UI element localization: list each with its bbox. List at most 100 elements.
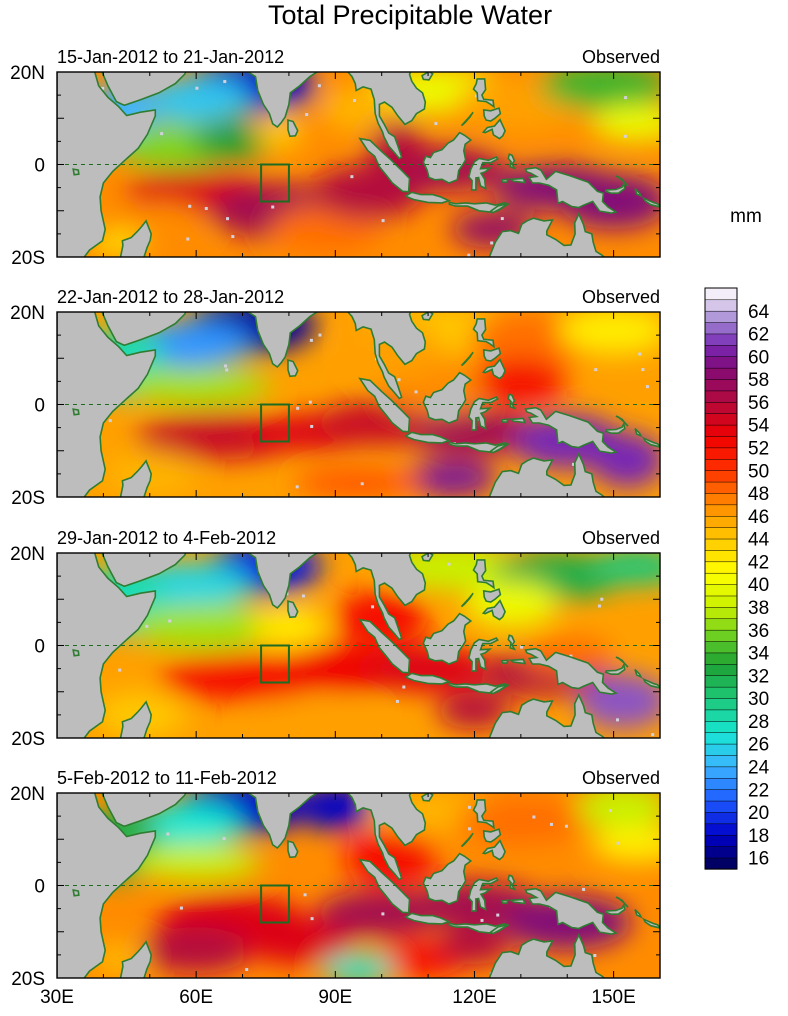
- panel-observed-tag: Observed: [582, 528, 660, 548]
- lat-tick-label: 20N: [10, 63, 45, 84]
- colorbar-cell: [704, 299, 738, 312]
- missing-data-speck: [532, 815, 536, 819]
- lat-tick-label: 20S: [11, 729, 45, 750]
- colorbar-cell: [704, 401, 738, 414]
- field-cell: [539, 72, 660, 109]
- panel-date-range: 15-Jan-2012 to 21-Jan-2012: [57, 47, 284, 67]
- colorbar-cell: [704, 481, 738, 494]
- colorbar-cell: [704, 458, 738, 471]
- land-taiwan: [475, 784, 483, 791]
- land-buru: [500, 418, 510, 423]
- colorbar-label: 58: [748, 370, 769, 391]
- colorbar-label: 54: [748, 416, 770, 437]
- lat-tick-label: 0: [34, 877, 45, 898]
- land-borneo: [422, 131, 473, 184]
- field-cell: [251, 608, 327, 646]
- land-south-china: [419, 305, 431, 310]
- land-luzon: [472, 318, 495, 349]
- land-solomon-islands: [642, 196, 660, 208]
- colorbar-label: 16: [748, 849, 769, 870]
- land-solomon-islands: [642, 917, 660, 929]
- land-indochina: [346, 312, 427, 400]
- colorbar-cell: [704, 857, 738, 870]
- land-new-guinea: [524, 647, 618, 695]
- missing-data-speck: [166, 832, 170, 836]
- colorbar-cell: [704, 754, 738, 768]
- field-cell: [293, 469, 424, 497]
- missing-data-speck: [308, 400, 312, 404]
- lat-tick-label: 0: [34, 637, 45, 658]
- land-seram: [508, 898, 527, 905]
- panel-field: [57, 72, 660, 257]
- analysis-box: [260, 644, 290, 684]
- land-luzon: [472, 78, 495, 109]
- missing-data-speck: [186, 237, 190, 241]
- land-sri-lanka: [287, 840, 299, 859]
- missing-data-speck: [353, 98, 357, 102]
- colorbar-cell: [704, 800, 738, 813]
- colorbar-label: 32: [748, 666, 769, 687]
- land-australia: [488, 452, 606, 497]
- missing-data-speck: [350, 175, 354, 179]
- missing-data-speck: [641, 368, 645, 372]
- colorbar-cell: [704, 720, 738, 733]
- land-madagascar: [119, 940, 153, 978]
- lat-tick-label: 20N: [10, 784, 45, 805]
- panel-observed-tag: Observed: [582, 47, 660, 67]
- land-new-britain: [604, 902, 626, 916]
- missing-data-speck: [490, 241, 494, 245]
- missing-data-speck: [295, 485, 299, 489]
- land-lake-victoria-area: [72, 889, 80, 897]
- land-arabia: [101, 312, 187, 347]
- missing-data-speck: [223, 80, 227, 84]
- colorbar-cell: [704, 344, 738, 358]
- lat-tick-label: 20N: [10, 303, 45, 324]
- colorbar-cell: [704, 663, 738, 676]
- colorbar-frame: [704, 287, 738, 870]
- land-visayas: [482, 347, 502, 362]
- panel-observed-tag: Observed: [582, 768, 660, 788]
- land-java: [404, 912, 452, 925]
- missing-data-speck: [623, 134, 627, 138]
- field-cell: [404, 460, 498, 497]
- colorbar-cell: [704, 413, 738, 426]
- land-sumatra: [358, 377, 411, 433]
- colorbar-cell: [704, 618, 738, 631]
- field-cell: [131, 843, 262, 881]
- land-india: [246, 793, 319, 850]
- field-cell: [576, 793, 660, 830]
- field-cell: [455, 797, 586, 844]
- land-sri-lanka: [287, 600, 299, 619]
- colorbar-cell: [704, 640, 738, 654]
- map-panels: 15-Jan-2012 to 21-Jan-2012 Observed 20N 0 20…: [10, 47, 661, 1008]
- land-bougainville: [634, 188, 643, 198]
- field-cell: [590, 825, 660, 863]
- missing-data-speck: [468, 827, 472, 831]
- land-taiwan: [475, 544, 483, 551]
- land-new-britain: [604, 181, 626, 194]
- colorbar-cell: [704, 561, 738, 574]
- land-bougainville: [634, 428, 643, 438]
- colorbar-label: 42: [748, 552, 769, 573]
- colorbar-cell: [704, 629, 738, 642]
- land-timor: [489, 202, 509, 214]
- colorbar-cell: [704, 504, 738, 517]
- land-timor: [489, 923, 509, 935]
- colorbar-label: 36: [748, 621, 769, 642]
- colorbar-cell: [704, 356, 738, 369]
- colorbar-cell: [704, 823, 738, 836]
- colorbar-cell: [704, 766, 738, 779]
- colorbar-label: 64: [748, 302, 770, 323]
- land-java: [404, 672, 452, 685]
- land-arabia: [101, 793, 187, 828]
- colorbar-cell: [704, 333, 738, 346]
- colorbar-cell: [704, 732, 738, 745]
- colorbar-cell: [704, 834, 738, 847]
- land-timor: [489, 442, 509, 454]
- missing-data-speck: [597, 604, 601, 608]
- land-sulawesi: [468, 877, 499, 912]
- land-australia: [488, 693, 606, 738]
- land-indochina: [346, 553, 427, 641]
- colorbar-label: 60: [748, 347, 769, 368]
- missing-data-speck: [310, 424, 314, 428]
